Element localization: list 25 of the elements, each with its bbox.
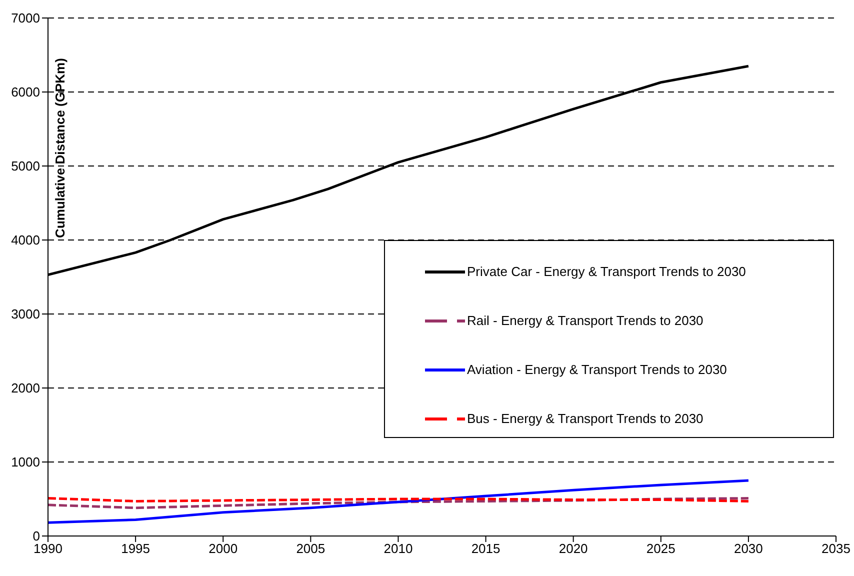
- y-tick-label: 5000: [11, 158, 40, 174]
- y-tick-label: 6000: [11, 84, 40, 100]
- x-tick-label: 2030: [734, 541, 763, 556]
- x-tick-label: 2000: [208, 541, 238, 556]
- y-tick-label: 0: [32, 528, 40, 544]
- y-axis-title: Cumulative Distance (GPKm): [52, 58, 68, 238]
- legend-label: Aviation - Energy & Transport Trends to 2030: [467, 362, 727, 377]
- x-tick-label: 2020: [558, 541, 588, 556]
- x-tick-label: 2035: [822, 541, 850, 556]
- legend-label: Private Car - Energy & Transport Trends to 2030: [467, 264, 746, 279]
- legend-label: Rail - Energy & Transport Trends to 2030: [467, 313, 704, 328]
- y-tick-label: 4000: [11, 232, 40, 248]
- legend-label: Bus - Energy & Transport Trends to 2030: [467, 411, 704, 426]
- y-tick-label: 1000: [11, 454, 40, 470]
- y-tick-label: 3000: [11, 306, 40, 322]
- x-tick-label: 1995: [121, 541, 150, 556]
- x-tick-label: 2015: [471, 541, 500, 556]
- y-tick-label: 7000: [11, 10, 40, 26]
- x-tick-label: 2005: [296, 541, 326, 556]
- x-tick-label: 1990: [34, 541, 62, 556]
- x-tick-label: 2010: [384, 541, 413, 556]
- y-tick-label: 2000: [11, 380, 40, 396]
- line-series: [48, 479, 750, 524]
- x-tick-label: 2025: [646, 541, 676, 556]
- line-series: [48, 497, 750, 510]
